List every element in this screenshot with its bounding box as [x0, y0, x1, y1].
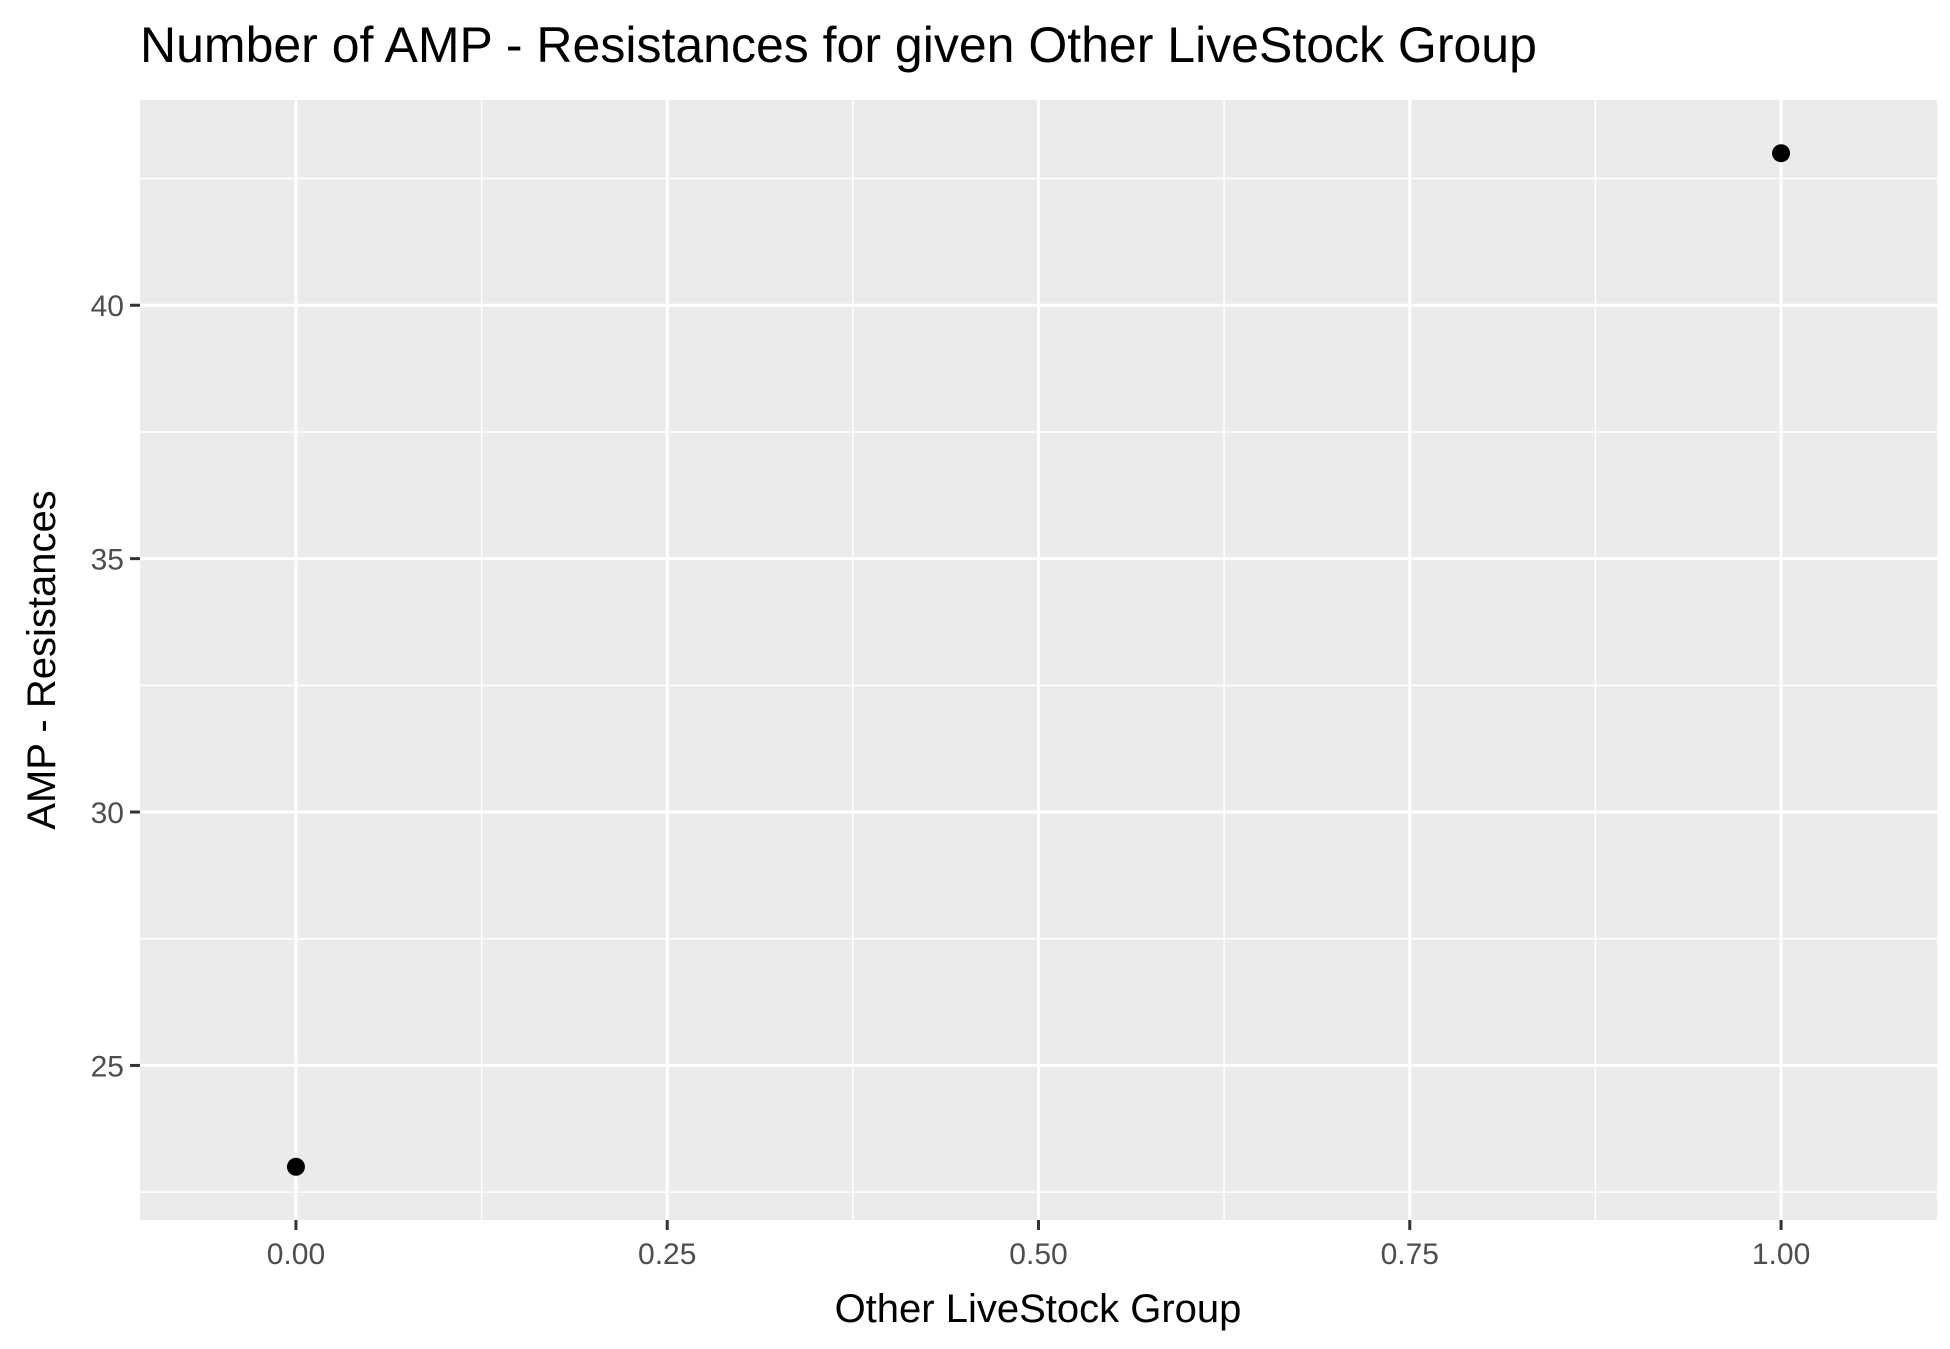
y-tick-label: 30	[91, 797, 124, 830]
y-tick-label: 35	[91, 544, 124, 577]
x-tick-label: 0.00	[267, 1238, 325, 1271]
data-point	[1772, 144, 1791, 163]
y-tick-label: 25	[91, 1050, 124, 1083]
y-axis-title: AMP - Resistances	[20, 490, 64, 829]
x-tick-label: 0.50	[1009, 1238, 1067, 1271]
y-tick-label: 40	[91, 290, 124, 323]
data-points	[286, 144, 1791, 1176]
x-axis: 0.00 0.25 0.50 0.75 1.00	[267, 1220, 1810, 1271]
data-point	[286, 1157, 305, 1176]
chart-title: Number of AMP - Resistances for given Ot…	[140, 17, 1537, 73]
major-gridlines	[140, 100, 1937, 1220]
x-tick-label: 1.00	[1752, 1238, 1810, 1271]
y-axis: 25 30 35 40	[91, 290, 140, 1083]
x-tick-label: 0.25	[638, 1238, 696, 1271]
x-axis-title: Other LiveStock Group	[835, 1287, 1242, 1331]
x-tick-label: 0.75	[1381, 1238, 1439, 1271]
